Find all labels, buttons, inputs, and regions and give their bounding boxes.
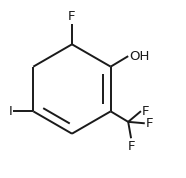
Text: F: F	[127, 140, 135, 153]
Text: F: F	[142, 105, 150, 118]
Text: F: F	[146, 117, 153, 130]
Text: OH: OH	[129, 50, 149, 63]
Text: I: I	[8, 105, 12, 118]
Text: F: F	[68, 10, 76, 23]
